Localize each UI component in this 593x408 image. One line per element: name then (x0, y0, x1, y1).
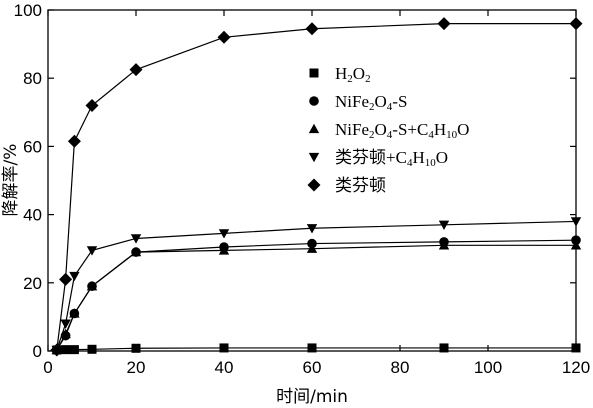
legend-label: H2O2 (335, 64, 371, 85)
data-point (217, 30, 231, 44)
y-tick-label: 0 (33, 342, 42, 361)
x-tick-label: 80 (391, 358, 410, 377)
legend-text-part: O (457, 120, 469, 139)
legend-subscript: 2 (347, 73, 353, 85)
data-point (439, 343, 449, 353)
data-point (569, 17, 583, 31)
data-point (86, 281, 98, 291)
data-point (67, 134, 81, 148)
data-point (129, 63, 143, 77)
data-point (60, 319, 71, 329)
legend-subscript: 2 (369, 101, 375, 113)
series-0 (52, 343, 581, 355)
data-point (86, 246, 98, 256)
series-3 (51, 217, 582, 356)
legend-subscript: 10 (425, 157, 437, 169)
legend-text-part: 类芬顿 (335, 176, 386, 195)
y-axis-label: 降解率/% (1, 144, 21, 217)
data-point (130, 234, 142, 244)
legend-subscript: 2 (369, 129, 375, 141)
legend-label: NiFe2O4-S (335, 92, 407, 113)
x-tick-label: 0 (43, 358, 52, 377)
data-point (305, 22, 319, 36)
y-tick-label: 40 (23, 206, 42, 225)
legend-text-part: NiFe (335, 120, 369, 139)
x-tick-label: 20 (127, 358, 146, 377)
legend-text-part: NiFe (335, 92, 369, 111)
data-point (438, 220, 450, 231)
legend-marker (309, 96, 319, 106)
legend-text-part: H (412, 148, 424, 167)
series-1 (52, 235, 581, 355)
data-point (571, 343, 581, 353)
x-tick-label: 120 (562, 358, 590, 377)
y-tick-label: 60 (23, 137, 42, 156)
data-point (61, 345, 71, 355)
legend-text-part: -S (392, 92, 407, 111)
legend-subscript: 4 (387, 129, 393, 141)
legend-subscript: 4 (387, 101, 393, 113)
legend-label: NiFe2O4-S+C4H10O (335, 120, 469, 141)
data-point (69, 308, 80, 318)
legend-marker (308, 123, 320, 134)
x-tick-label: 40 (215, 358, 234, 377)
legend-text-part: H (434, 120, 446, 139)
data-point (570, 217, 582, 227)
legend-label: 类芬顿+C4H10O (335, 148, 448, 169)
legend-text-part: O (353, 64, 365, 83)
data-point (69, 345, 79, 355)
y-tick-label: 80 (23, 69, 42, 88)
data-point (438, 240, 450, 250)
legend-subscript: 10 (446, 129, 458, 141)
axis-ticks: 0 20 40 60 80 100 120 0 20 40 60 80 100 (14, 1, 591, 377)
legend-text-part: O (375, 92, 387, 111)
data-point (306, 224, 318, 234)
x-tick-label: 60 (303, 358, 322, 377)
data-point (50, 343, 64, 357)
data-point (60, 328, 71, 339)
legend-marker (307, 178, 321, 192)
legend-subscript: 4 (428, 129, 434, 141)
series-layer (50, 17, 583, 357)
data-point (69, 271, 80, 282)
x-axis-label: 时间/min (276, 387, 348, 407)
data-point (218, 245, 230, 255)
legend-label: 类芬顿 (335, 176, 386, 195)
legend: H2O2NiFe2O4-SNiFe2O4-S+C4H10O类芬顿+C4H10O类… (307, 64, 469, 195)
y-tick-label: 100 (14, 1, 42, 20)
legend-marker (308, 152, 320, 163)
legend-text-part: 类芬顿+C (335, 148, 407, 167)
data-point (219, 343, 229, 353)
data-point (87, 344, 97, 354)
data-point (59, 272, 73, 286)
legend-marker (309, 68, 319, 78)
legend-subscript: 4 (407, 157, 413, 169)
data-point (85, 98, 99, 112)
legend-text-part: O (375, 120, 387, 139)
data-point (131, 343, 141, 353)
series-line (56, 244, 576, 351)
data-point (307, 343, 317, 353)
legend-text-part: -S+C (392, 120, 428, 139)
series-4 (50, 17, 583, 357)
legend-subscript: 2 (365, 73, 371, 85)
data-point (570, 240, 582, 250)
data-point (218, 229, 230, 239)
legend-text-part: H (335, 64, 347, 83)
data-point (130, 246, 142, 257)
data-point (437, 17, 451, 31)
legend-text-part: O (436, 148, 448, 167)
y-tick-label: 20 (23, 274, 42, 293)
x-tick-label: 100 (474, 358, 502, 377)
series-2 (51, 240, 582, 355)
data-point (306, 243, 318, 253)
